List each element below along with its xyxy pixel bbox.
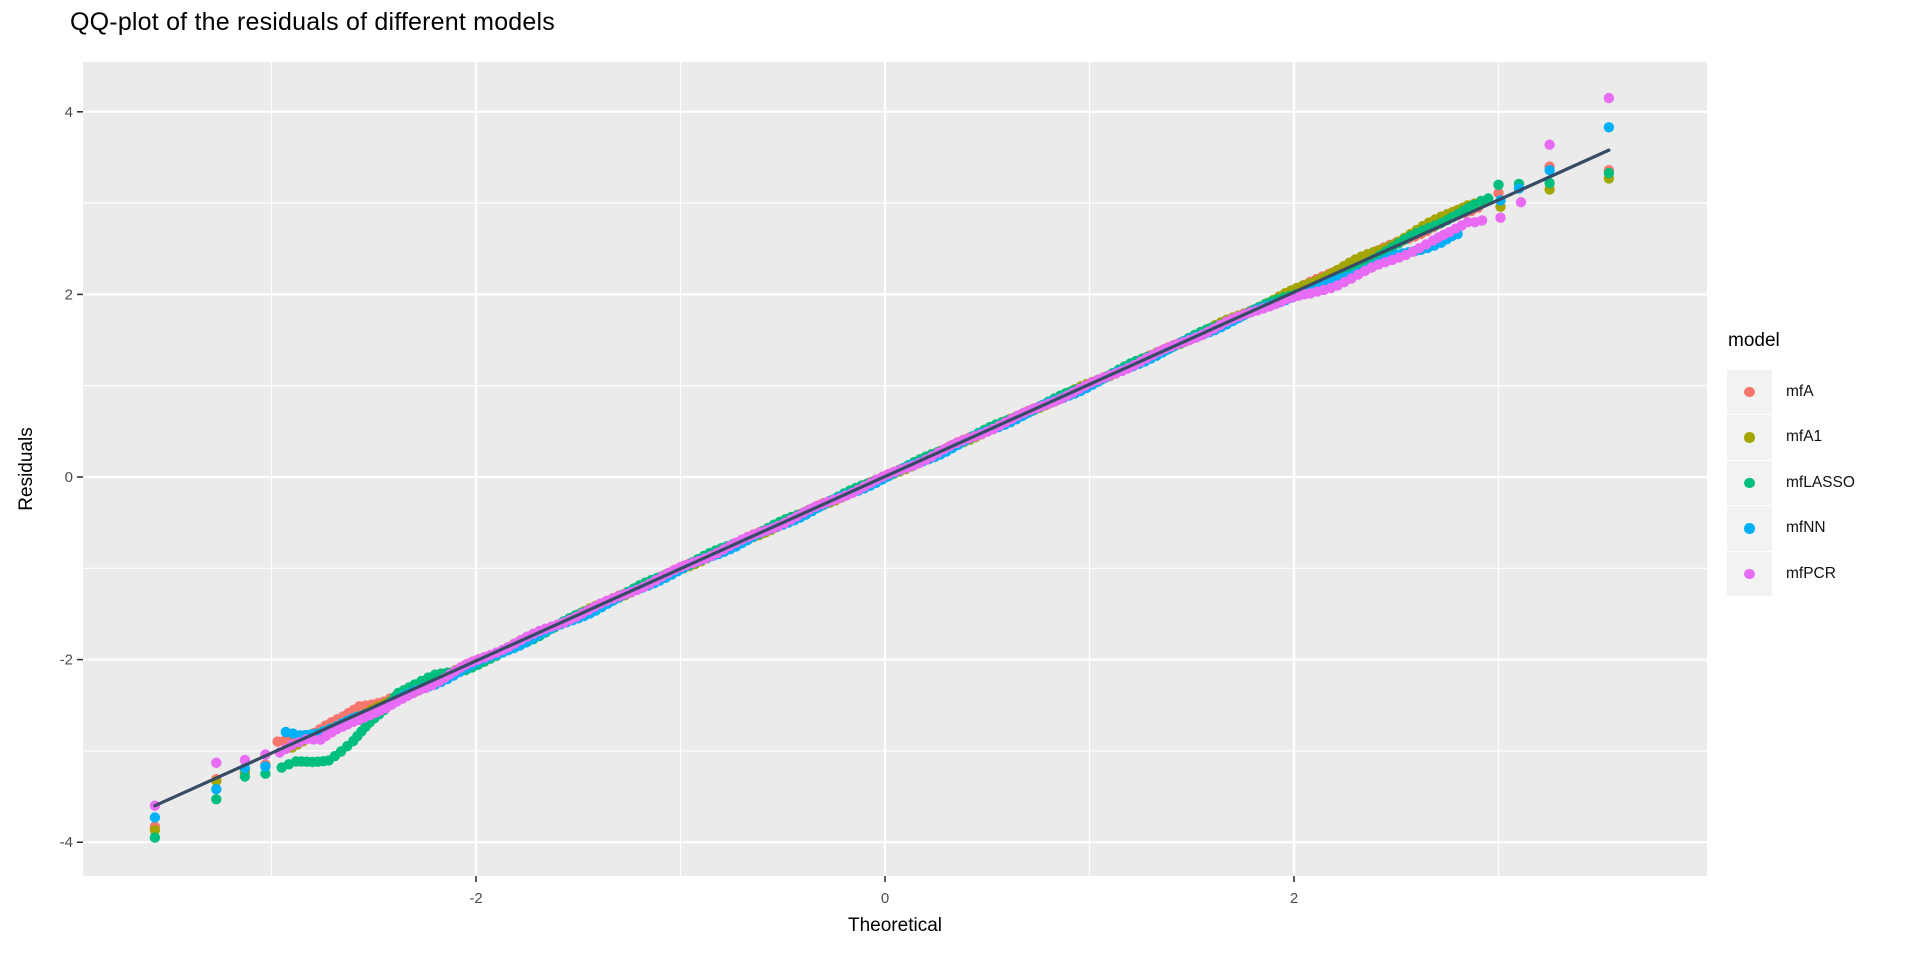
data-point bbox=[1544, 165, 1555, 176]
data-point bbox=[211, 784, 222, 795]
legend-item-label: mfA1 bbox=[1786, 428, 1823, 446]
legend-key bbox=[1727, 506, 1772, 551]
legend-item-label: mfLASSO bbox=[1786, 473, 1855, 491]
point-icon bbox=[1744, 523, 1755, 534]
y-axis-title: Residuals bbox=[16, 427, 37, 511]
data-point bbox=[1515, 197, 1527, 208]
data-point bbox=[260, 768, 271, 779]
y-tick-label: -2 bbox=[60, 652, 73, 669]
data-point bbox=[149, 812, 161, 823]
y-tick-label: 0 bbox=[65, 469, 73, 486]
legend-key bbox=[1727, 369, 1772, 414]
y-tick-label: -4 bbox=[60, 834, 73, 851]
data-point bbox=[1476, 215, 1488, 226]
x-axis-title: Theoretical bbox=[848, 915, 942, 936]
legend-item-mfNN: mfNN bbox=[1727, 506, 1855, 552]
legend-item-label: mfA bbox=[1786, 382, 1814, 400]
legend-item-mfA: mfA bbox=[1727, 369, 1855, 415]
x-tick-label: -2 bbox=[469, 890, 482, 907]
data-point bbox=[260, 761, 271, 772]
point-icon bbox=[1744, 432, 1755, 443]
legend-item-mfPCR: mfPCR bbox=[1727, 551, 1855, 597]
y-tick-label: 4 bbox=[65, 104, 73, 121]
data-point bbox=[1495, 212, 1506, 223]
legend-key bbox=[1727, 415, 1772, 460]
legend-item-label: mfPCR bbox=[1786, 564, 1836, 582]
data-point bbox=[211, 794, 222, 805]
data-point bbox=[1603, 92, 1615, 104]
legend-items: mfA mfA1 mfLASSO mfNN mfPCR bbox=[1727, 369, 1855, 597]
legend-key bbox=[1727, 551, 1772, 596]
y-tick-label: 2 bbox=[65, 286, 73, 303]
point-icon bbox=[1744, 477, 1755, 488]
legend: model mfA mfA1 mfLASSO mfNN mfPCR bbox=[1727, 330, 1855, 597]
data-point bbox=[211, 757, 222, 768]
data-point bbox=[1462, 217, 1474, 228]
data-point bbox=[239, 771, 251, 782]
legend-item-mfLASSO: mfLASSO bbox=[1727, 460, 1855, 506]
data-point bbox=[1603, 122, 1615, 133]
legend-item-label: mfNN bbox=[1786, 519, 1826, 537]
legend-key bbox=[1727, 460, 1772, 505]
data-point bbox=[1493, 179, 1504, 190]
point-icon bbox=[1744, 568, 1755, 579]
chart-title: QQ-plot of the residuals of different mo… bbox=[70, 8, 555, 36]
data-point bbox=[1544, 177, 1555, 189]
x-tick-label: 2 bbox=[1290, 890, 1298, 907]
legend-item-mfA1: mfA1 bbox=[1727, 415, 1855, 461]
data-point bbox=[149, 825, 161, 836]
qq-reference-line bbox=[153, 148, 1611, 808]
data-point bbox=[1603, 167, 1615, 179]
point-icon bbox=[1744, 386, 1755, 397]
data-point bbox=[1483, 193, 1494, 204]
data-point bbox=[1544, 139, 1555, 150]
legend-title: model bbox=[1728, 330, 1780, 351]
data-point bbox=[149, 832, 161, 843]
x-tick-label: 0 bbox=[881, 890, 889, 907]
